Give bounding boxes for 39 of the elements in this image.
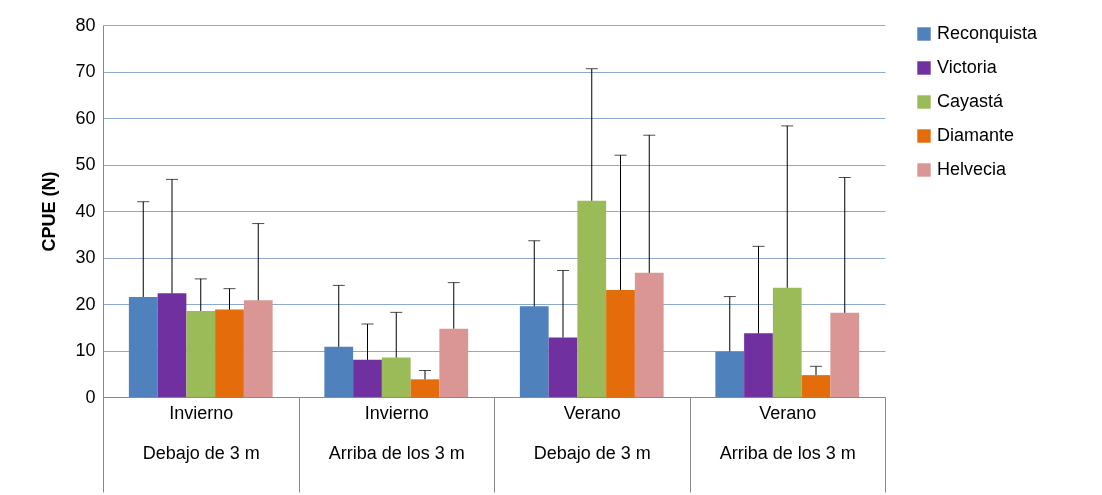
bar xyxy=(548,337,578,397)
bar xyxy=(381,357,411,397)
x-tick-label: Invierno Arriba de los 3 m xyxy=(328,402,465,463)
y-tick-label: 30 xyxy=(75,247,96,267)
bar xyxy=(801,375,831,397)
y-tick-label: 20 xyxy=(75,293,96,314)
bar xyxy=(606,290,635,397)
bar xyxy=(215,309,244,397)
bar xyxy=(634,272,664,397)
legend-label: Victoria xyxy=(937,57,998,77)
x-tick-label: Verano Debajo de 3 m xyxy=(533,402,651,463)
legend-label: Diamante xyxy=(937,125,1015,145)
bar xyxy=(157,293,187,397)
x-tick-label: Verano Arriba de los 3 m xyxy=(719,402,856,463)
y-tick-label: 0 xyxy=(85,386,96,407)
bar xyxy=(577,200,607,397)
bar xyxy=(353,359,382,397)
y-tick-label: 70 xyxy=(75,61,96,81)
legend-label: Reconquista xyxy=(937,23,1039,43)
bar xyxy=(772,287,802,397)
bar xyxy=(519,306,549,397)
x-tick-label: Invierno Debajo de 3 m xyxy=(142,402,260,463)
bar xyxy=(744,333,773,397)
bar xyxy=(830,312,860,397)
y-axis-title: CPUE (N) xyxy=(39,171,60,252)
bar xyxy=(243,300,273,397)
bar xyxy=(439,328,469,397)
y-tick-label: 60 xyxy=(75,107,96,128)
legend-label: Helvecia xyxy=(937,159,1008,179)
legend-label: Cayastá xyxy=(937,91,1005,111)
bar xyxy=(128,297,158,397)
y-tick-label: 40 xyxy=(75,200,96,221)
bar xyxy=(715,351,745,397)
bar xyxy=(186,310,216,397)
y-tick-label: 50 xyxy=(75,154,96,174)
y-tick-label: 10 xyxy=(75,340,96,360)
bar xyxy=(410,379,440,397)
bar xyxy=(324,346,354,397)
y-tick-label: 80 xyxy=(75,14,96,35)
